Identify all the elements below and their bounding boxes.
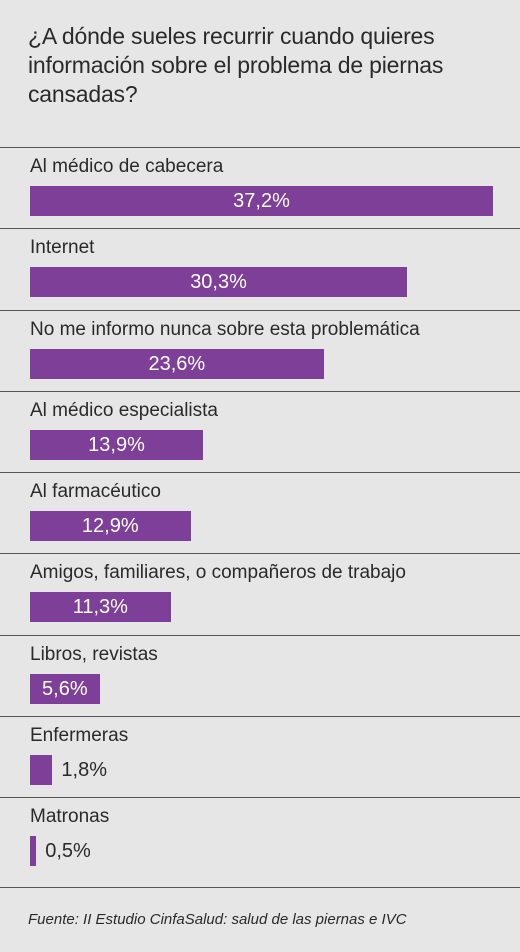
chart-row: Libros, revistas 5,6% xyxy=(0,634,520,716)
category-label: Matronas xyxy=(30,806,110,828)
value-label: 1,8% xyxy=(61,759,107,782)
category-label: Internet xyxy=(30,237,95,259)
bar xyxy=(30,186,493,216)
bar-rows: Al médico de cabecera 37,2% Internet 30,3% N… xyxy=(0,147,520,879)
value-label: 37,2% xyxy=(233,190,290,212)
value-label: 23,6% xyxy=(148,352,206,375)
source-note: Fuente: II Estudio CinfaSalud: salud de … xyxy=(28,911,407,928)
chart-row: Al farmacéutico 12,9% xyxy=(0,472,520,553)
chart-row: Amigos, familiares, o compañeros de trab… xyxy=(0,553,520,634)
category-label: Al farmacéutico xyxy=(30,481,161,503)
chart-row: Al médico de cabecera 37,2% xyxy=(0,147,520,228)
category-label: Amigos, familiares, o compañeros de trab… xyxy=(30,562,406,584)
chart-row: Al médico especialista 13,9% xyxy=(0,390,520,472)
category-label: Enfermeras xyxy=(30,725,129,747)
bar xyxy=(30,267,408,298)
bar xyxy=(30,348,324,379)
bar xyxy=(30,511,191,542)
value-label: 12,9% xyxy=(81,515,139,538)
value-label: 30,3% xyxy=(190,271,247,294)
chart-title: ¿A dónde sueles recurrir cuando quieres … xyxy=(28,23,444,107)
value-label: 13,9% xyxy=(88,433,145,456)
footer-divider xyxy=(0,887,520,888)
chart-row: Enfermeras 1,8% xyxy=(0,716,520,797)
value-label: 5,6% xyxy=(42,677,88,700)
chart-row: No me informo nunca sobre esta problemát… xyxy=(0,309,520,391)
value-label: 11,3% xyxy=(72,596,128,619)
bar xyxy=(30,673,100,704)
bar xyxy=(30,755,53,786)
bar xyxy=(30,592,171,623)
chart-row: Matronas 0,5% xyxy=(0,797,520,878)
category-label: Al médico de cabecera xyxy=(30,156,224,177)
category-label: Al médico especialista xyxy=(30,399,218,421)
category-label: Libros, revistas xyxy=(30,643,158,665)
category-label: No me informo nunca sobre esta problemát… xyxy=(30,318,420,340)
value-label: 0,5% xyxy=(45,840,91,863)
chart-row: Internet 30,3% xyxy=(0,228,520,309)
bar xyxy=(30,429,203,460)
bar xyxy=(30,836,37,867)
